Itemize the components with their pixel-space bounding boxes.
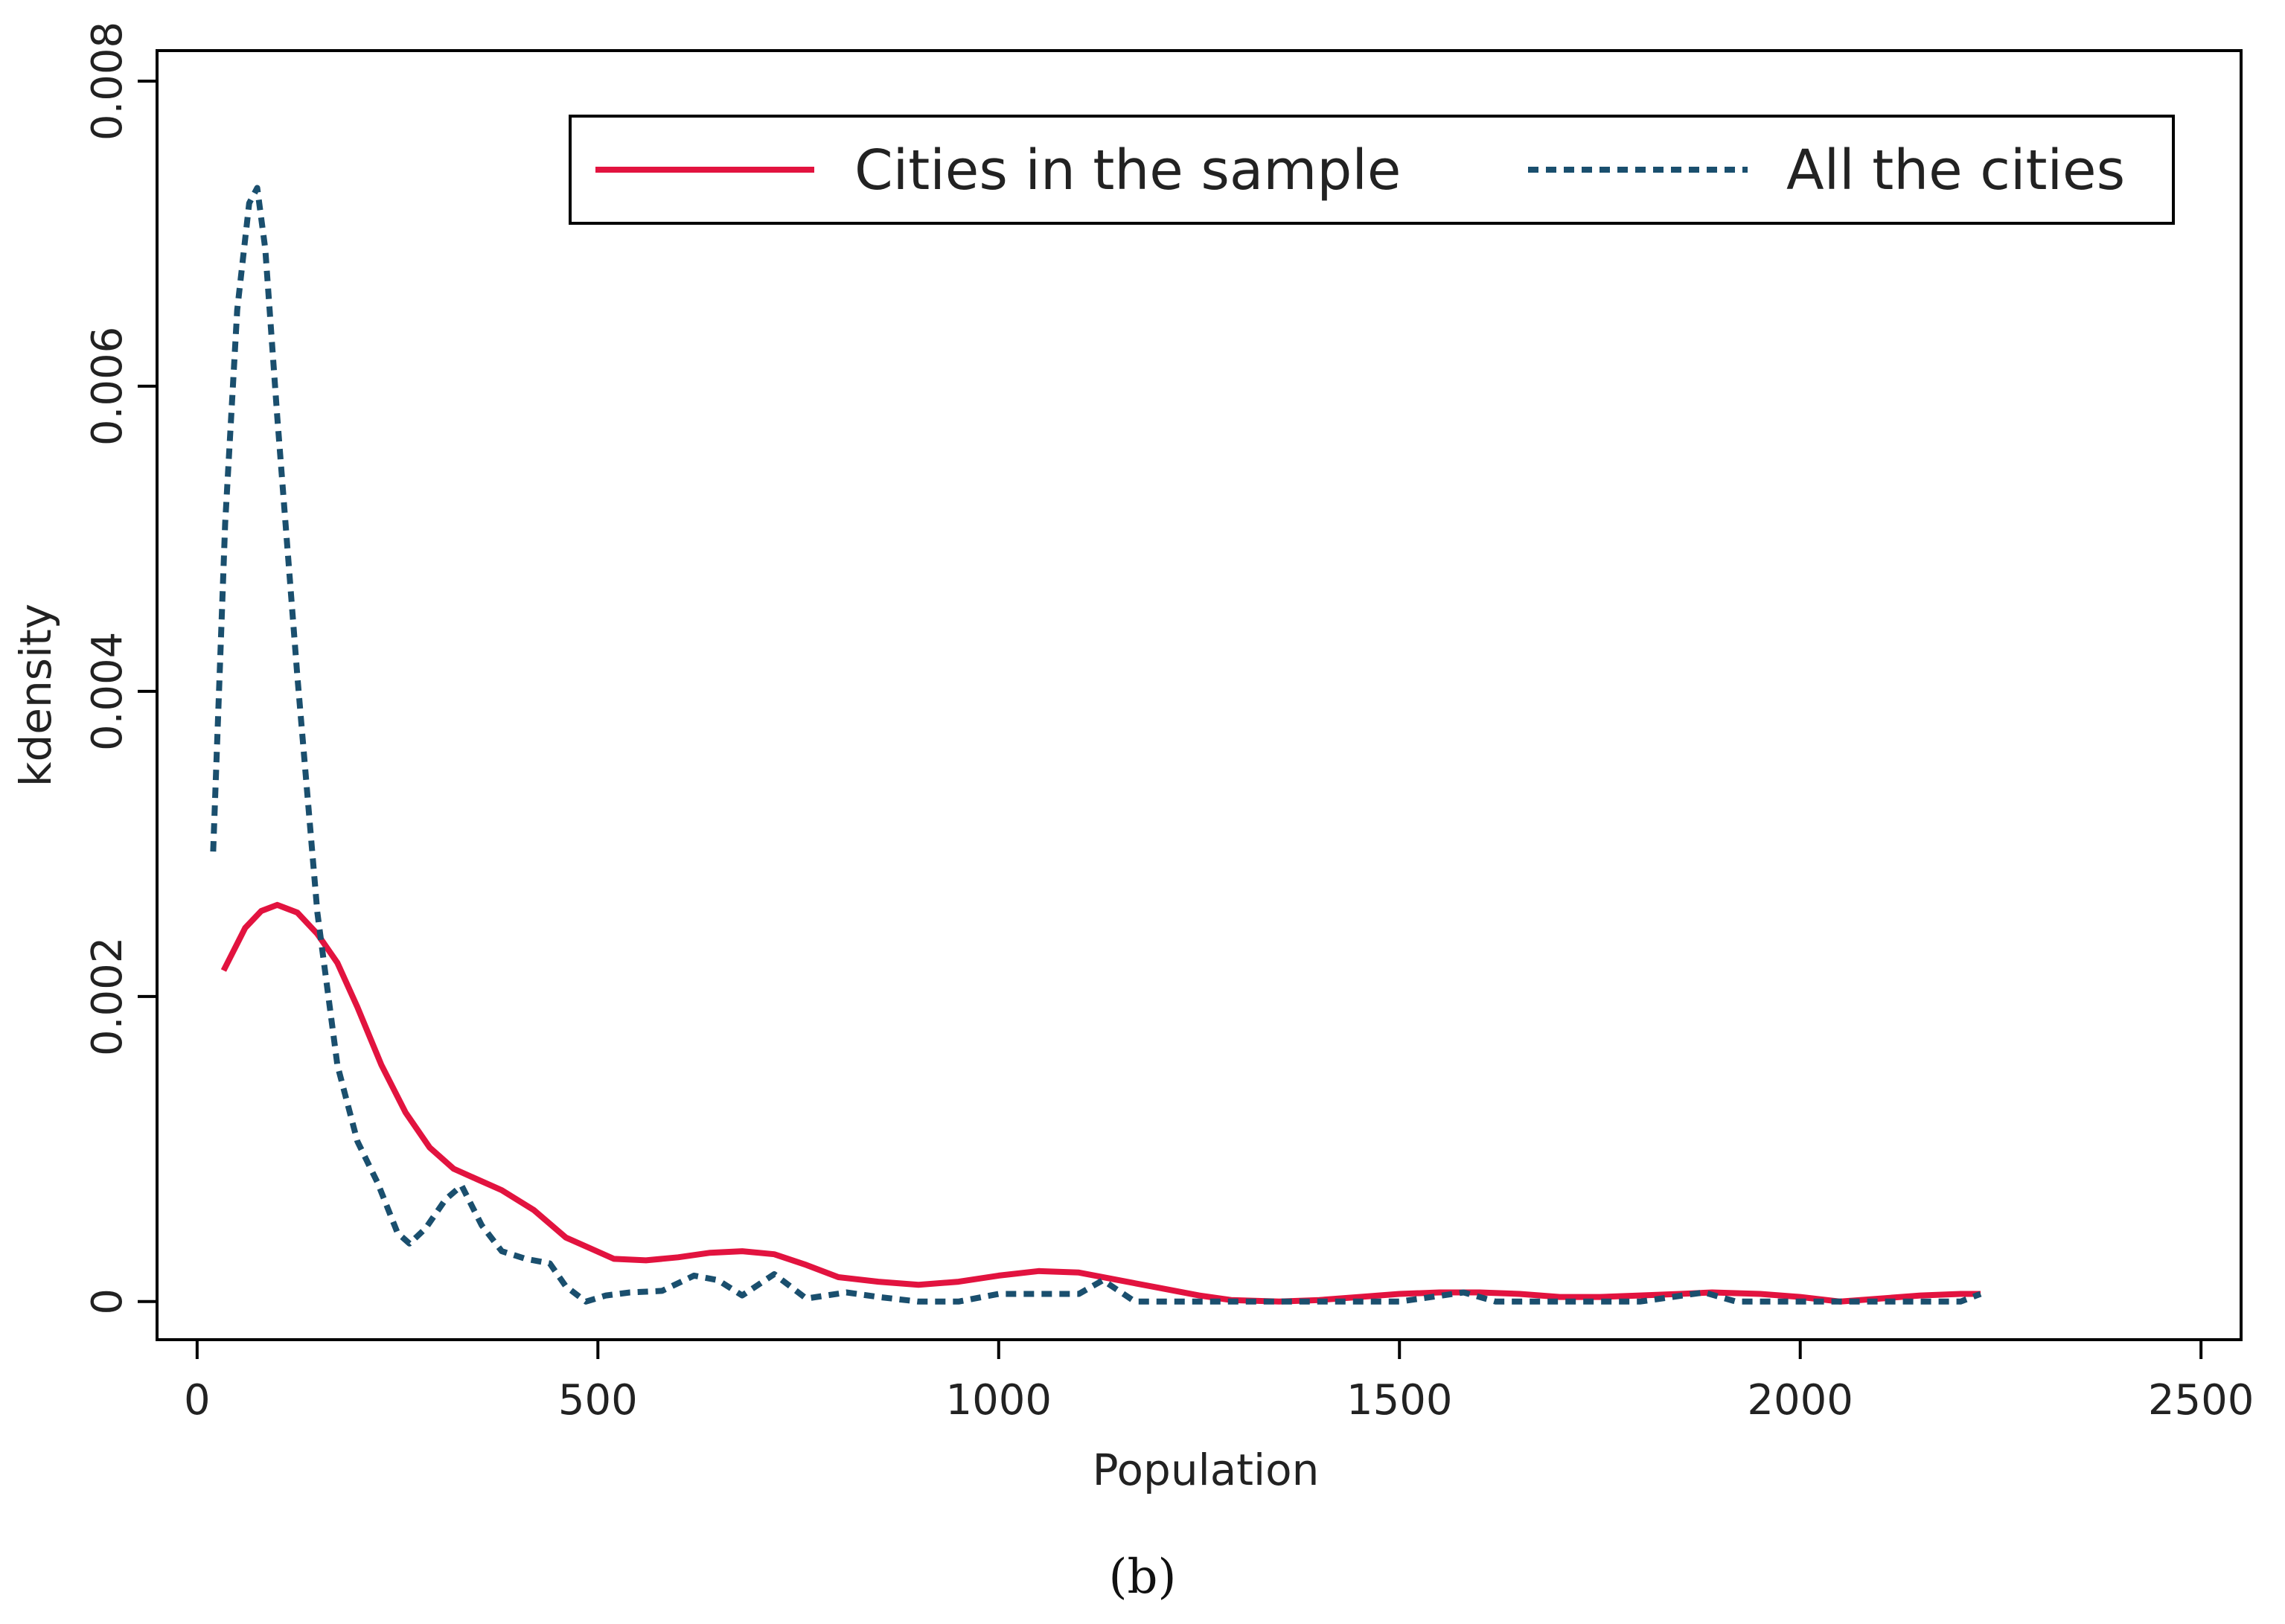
figure-caption: (b) [1109,1550,1177,1605]
x-axis-title: Population [1093,1445,1320,1495]
x-axis-ticks: 0 500 1000 1500 2000 2500 [184,1340,2254,1425]
y-tick-label: 0.006 [83,327,132,446]
y-tick-label: 0 [83,1288,132,1315]
legend: Cities in the sample All the cities [569,115,2175,225]
y-tick-label: 0.002 [83,937,132,1056]
y-tick-label: 0.008 [83,22,132,141]
y-tick-label: 0.004 [83,632,132,751]
series-layer [210,185,1982,1305]
y-axis-ticks: 0 0.002 0.004 0.006 0.008 [83,22,157,1315]
x-tick-label: 0 [184,1376,211,1425]
legend-label-cities-in-the-sample: Cities in the sample [854,138,1401,202]
plot-area-frame [156,49,2243,1341]
x-tick-label: 500 [558,1376,638,1425]
legend-label-all-the-cities: All the cities [1786,138,2125,202]
series-line-cities-in-the-sample [220,901,1981,1305]
y-axis-title: kdensity [10,604,61,787]
x-tick-label: 1000 [946,1376,1052,1425]
x-tick-label: 2500 [2148,1376,2254,1425]
x-tick-label: 1500 [1346,1376,1453,1425]
series-line-all-the-cities [210,185,1982,1305]
legend-box [569,115,2175,225]
x-tick-label: 2000 [1747,1376,1853,1425]
